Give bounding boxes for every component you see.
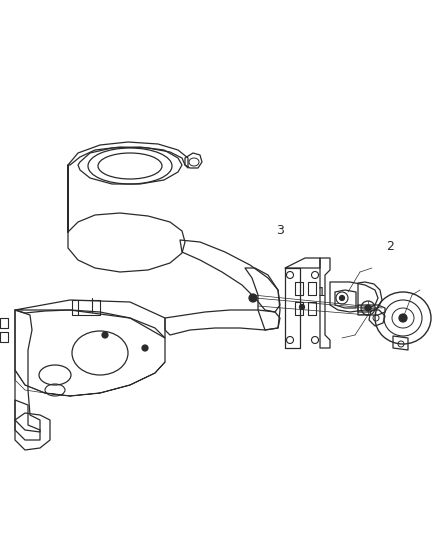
Circle shape	[399, 314, 407, 322]
Circle shape	[249, 294, 257, 302]
Text: 2: 2	[386, 240, 394, 253]
Circle shape	[365, 305, 371, 311]
Circle shape	[339, 295, 345, 301]
Circle shape	[300, 304, 304, 310]
Circle shape	[102, 332, 108, 338]
Text: 1: 1	[318, 286, 326, 298]
Text: 3: 3	[276, 224, 284, 237]
Circle shape	[142, 345, 148, 351]
